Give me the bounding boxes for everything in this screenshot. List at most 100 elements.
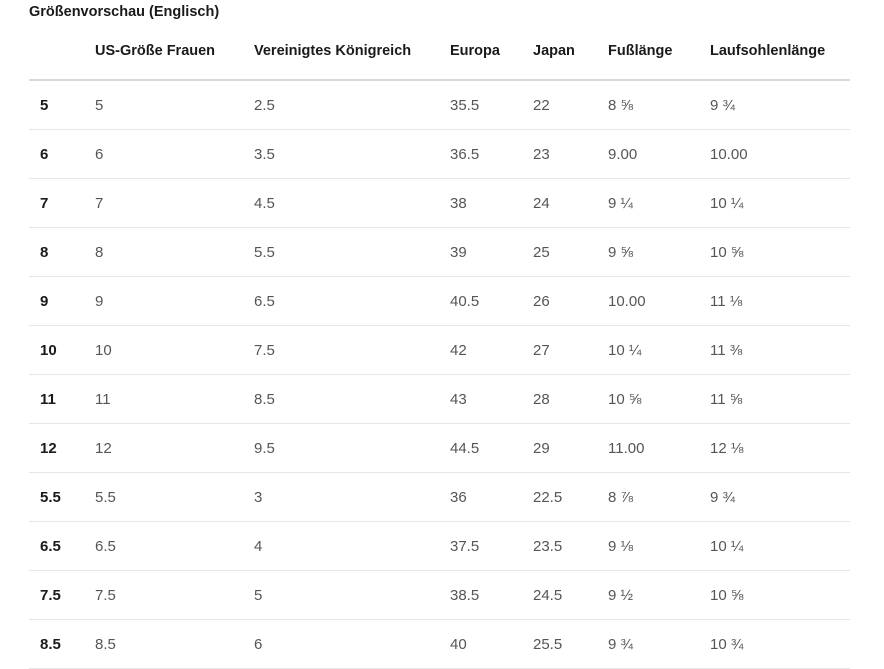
cell-europe: 43 — [450, 374, 533, 424]
cell-japan: 29 — [533, 423, 608, 473]
cell-foot-length: 9 ½ — [608, 570, 710, 620]
table-row: 6 6 3.5 36.5 23 9.00 10.00 — [29, 129, 850, 179]
table-row: 8 8 5.5 39 25 9 ⅝ 10 ⅝ — [29, 227, 850, 277]
table-row: 12 12 9.5 44.5 29 11.00 12 ⅛ — [29, 423, 850, 473]
row-size: 7.5 — [29, 570, 95, 620]
cell-us-women: 5.5 — [95, 472, 254, 522]
cell-outsole-length: 9 ¾ — [710, 80, 850, 130]
row-size: 6 — [29, 129, 95, 179]
table-row: 7.5 7.5 5 38.5 24.5 9 ½ 10 ⅝ — [29, 570, 850, 620]
cell-europe: 42 — [450, 325, 533, 375]
cell-foot-length: 9 ⅝ — [608, 227, 710, 277]
cell-foot-length: 11.00 — [608, 423, 710, 473]
cell-uk: 8.5 — [254, 374, 450, 424]
header-cell-japan: Japan — [533, 22, 608, 81]
cell-outsole-length: 10 ¼ — [710, 521, 850, 571]
cell-europe: 40 — [450, 619, 533, 669]
cell-uk: 3.5 — [254, 129, 450, 179]
cell-japan: 27 — [533, 325, 608, 375]
cell-europe: 39 — [450, 227, 533, 277]
cell-uk: 6 — [254, 619, 450, 669]
cell-us-women: 11 — [95, 374, 254, 424]
header-cell-us-women: US-Größe Frauen — [95, 22, 254, 81]
cell-outsole-length: 11 ⅛ — [710, 276, 850, 326]
table-row: 8.5 8.5 6 40 25.5 9 ¾ 10 ¾ — [29, 619, 850, 669]
cell-uk: 7.5 — [254, 325, 450, 375]
header-cell-uk: Vereinigtes Königreich — [254, 22, 450, 81]
cell-foot-length: 9 ¼ — [608, 178, 710, 228]
table-row: 6.5 6.5 4 37.5 23.5 9 ⅛ 10 ¼ — [29, 521, 850, 571]
header-cell-size — [29, 22, 95, 81]
cell-uk: 2.5 — [254, 80, 450, 130]
cell-uk: 5 — [254, 570, 450, 620]
row-size: 5.5 — [29, 472, 95, 522]
cell-foot-length: 10 ¼ — [608, 325, 710, 375]
cell-uk: 4 — [254, 521, 450, 571]
row-size: 8.5 — [29, 619, 95, 669]
cell-us-women: 8 — [95, 227, 254, 277]
cell-europe: 38 — [450, 178, 533, 228]
table-row: 7 7 4.5 38 24 9 ¼ 10 ¼ — [29, 178, 850, 228]
cell-us-women: 12 — [95, 423, 254, 473]
cell-japan: 22.5 — [533, 472, 608, 522]
cell-foot-length: 9.00 — [608, 129, 710, 179]
cell-outsole-length: 10 ⅝ — [710, 570, 850, 620]
row-size: 7 — [29, 178, 95, 228]
header-cell-outsole-length: Laufsohlenlänge — [710, 22, 850, 81]
row-size: 9 — [29, 276, 95, 326]
cell-japan: 24 — [533, 178, 608, 228]
cell-japan: 23 — [533, 129, 608, 179]
cell-japan: 22 — [533, 80, 608, 130]
table-row: 10 10 7.5 42 27 10 ¼ 11 ⅜ — [29, 325, 850, 375]
cell-outsole-length: 10 ¼ — [710, 178, 850, 228]
cell-us-women: 7 — [95, 178, 254, 228]
cell-us-women: 5 — [95, 80, 254, 130]
cell-uk: 9.5 — [254, 423, 450, 473]
cell-foot-length: 8 ⅝ — [608, 80, 710, 130]
cell-europe: 44.5 — [450, 423, 533, 473]
cell-us-women: 10 — [95, 325, 254, 375]
cell-outsole-length: 10.00 — [710, 129, 850, 179]
cell-uk: 5.5 — [254, 227, 450, 277]
cell-us-women: 8.5 — [95, 619, 254, 669]
cell-foot-length: 10 ⅝ — [608, 374, 710, 424]
cell-japan: 25.5 — [533, 619, 608, 669]
table-header: US-Größe Frauen Vereinigtes Königreich E… — [29, 22, 850, 81]
cell-uk: 4.5 — [254, 178, 450, 228]
cell-us-women: 7.5 — [95, 570, 254, 620]
table-caption: Größenvorschau (Englisch) — [29, 4, 220, 20]
row-size: 8 — [29, 227, 95, 277]
cell-europe: 40.5 — [450, 276, 533, 326]
cell-europe: 36 — [450, 472, 533, 522]
row-size: 5 — [29, 80, 95, 130]
header-row: US-Größe Frauen Vereinigtes Königreich E… — [29, 22, 850, 81]
cell-outsole-length: 11 ⅝ — [710, 374, 850, 424]
cell-foot-length: 10.00 — [608, 276, 710, 326]
size-chart-table: US-Größe Frauen Vereinigtes Königreich E… — [29, 22, 850, 669]
cell-foot-length: 8 ⅞ — [608, 472, 710, 522]
cell-japan: 28 — [533, 374, 608, 424]
row-size: 11 — [29, 374, 95, 424]
cell-foot-length: 9 ¾ — [608, 619, 710, 669]
cell-uk: 6.5 — [254, 276, 450, 326]
cell-outsole-length: 10 ⅝ — [710, 227, 850, 277]
header-cell-europe: Europa — [450, 22, 533, 81]
row-size: 12 — [29, 423, 95, 473]
cell-outsole-length: 12 ⅛ — [710, 423, 850, 473]
cell-outsole-length: 9 ¾ — [710, 472, 850, 522]
cell-us-women: 6.5 — [95, 521, 254, 571]
row-size: 10 — [29, 325, 95, 375]
cell-europe: 38.5 — [450, 570, 533, 620]
cell-foot-length: 9 ⅛ — [608, 521, 710, 571]
table-row: 9 9 6.5 40.5 26 10.00 11 ⅛ — [29, 276, 850, 326]
cell-europe: 37.5 — [450, 521, 533, 571]
row-size: 6.5 — [29, 521, 95, 571]
header-cell-foot-length: Fußlänge — [608, 22, 710, 81]
cell-outsole-length: 11 ⅜ — [710, 325, 850, 375]
cell-japan: 23.5 — [533, 521, 608, 571]
cell-us-women: 9 — [95, 276, 254, 326]
cell-outsole-length: 10 ¾ — [710, 619, 850, 669]
